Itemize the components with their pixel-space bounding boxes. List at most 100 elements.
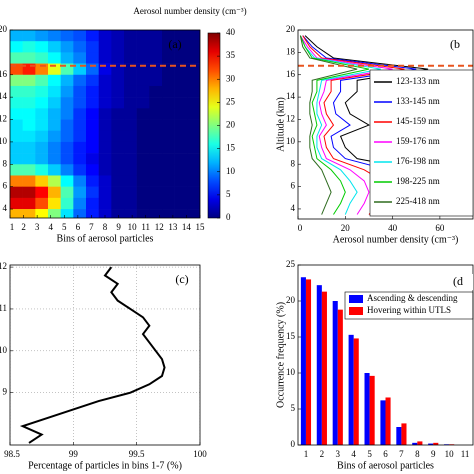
heat-cell xyxy=(10,74,23,87)
x-tick-label: 100 xyxy=(193,449,207,459)
heat-cell xyxy=(187,74,200,87)
heat-cell xyxy=(162,153,175,165)
heat-cell xyxy=(111,108,125,120)
heat-cell xyxy=(60,108,74,120)
heat-cell xyxy=(136,153,150,165)
heat-cell xyxy=(86,85,99,98)
heat-cell xyxy=(98,175,112,187)
bar xyxy=(385,397,391,445)
y-tick-label: 16 xyxy=(0,69,8,79)
bar xyxy=(364,373,370,445)
heat-cell xyxy=(48,209,61,218)
y-tick-label: 5 xyxy=(291,403,296,413)
heat-cell xyxy=(174,186,188,199)
x-tick-label: 4 xyxy=(48,222,53,232)
legend-label: 133-145 nm xyxy=(396,96,440,106)
heat-cell xyxy=(35,141,49,154)
plot-area xyxy=(10,265,200,445)
panel-label: (d xyxy=(453,274,463,288)
heat-cell xyxy=(73,41,87,53)
heat-cell xyxy=(124,186,137,199)
heat-cell xyxy=(174,74,188,87)
heat-cell xyxy=(149,164,163,176)
heat-cell xyxy=(174,164,188,176)
heat-cell xyxy=(86,175,99,187)
heat-cell xyxy=(48,74,61,87)
x-tick-label: 1 xyxy=(304,449,309,459)
x-axis-label: Percentage of particles in bins 1-7 (%) xyxy=(28,460,182,471)
panel: 4 6 8 10 12 14 16 18 20 0 20 40 60 123-133 nm 133-145 … xyxy=(275,24,474,245)
heat-cell xyxy=(162,164,175,176)
chart-title: Aerosol number density (cm⁻³) xyxy=(133,6,246,16)
heat-cell xyxy=(111,197,125,210)
heat-cell xyxy=(35,63,49,76)
legend-label: 123-133 nm xyxy=(396,76,440,86)
x-tick-label: 9 xyxy=(431,449,436,459)
heat-cell xyxy=(111,41,125,53)
heat-cell xyxy=(111,74,125,87)
colorbar-tick-label: 30 xyxy=(226,73,236,83)
x-tick-label: 6 xyxy=(76,222,81,232)
heat-cell xyxy=(22,63,36,76)
legend-box xyxy=(344,291,474,320)
heat-cell xyxy=(73,30,87,42)
panel-label-bg xyxy=(443,274,473,290)
heat-cell xyxy=(73,85,87,98)
heat-cell xyxy=(124,209,137,218)
x-tick-label: 11 xyxy=(461,449,470,459)
heat-cell xyxy=(124,41,137,53)
heat-cell xyxy=(48,52,61,64)
bar xyxy=(412,442,418,445)
heat-cell xyxy=(86,164,99,176)
axes-frame xyxy=(9,264,201,446)
x-tick-label: 14 xyxy=(182,222,192,232)
y-tick-label: 0 xyxy=(291,439,296,449)
heat-cell xyxy=(60,153,74,165)
heat-cell xyxy=(98,130,112,143)
x-tick-label: 99 xyxy=(69,449,79,459)
heat-cell xyxy=(22,141,36,154)
heat-cell xyxy=(73,175,87,187)
y-axis-label: Altitude (km) xyxy=(275,97,286,152)
heat-cell xyxy=(174,97,188,109)
heat-cell xyxy=(187,108,200,120)
heat-cell xyxy=(187,85,200,98)
heat-cell xyxy=(174,63,188,76)
heat-cell xyxy=(98,74,112,87)
heat-cell xyxy=(187,41,200,53)
x-tick-label: 4 xyxy=(351,449,356,459)
heat-cell xyxy=(187,153,200,165)
heat-cell xyxy=(48,197,61,210)
heat-cell xyxy=(35,74,49,87)
y-axis-label: Occurrence frequency (%) xyxy=(275,302,286,408)
x-tick-label: 1 xyxy=(10,222,15,232)
heat-cell xyxy=(73,209,87,218)
heat-cell xyxy=(22,197,36,210)
heat-cell xyxy=(162,30,175,42)
panel: 9 10 11 12 98.5 99 99.5 100 Percentage of partic… xyxy=(0,261,207,471)
heat-cell xyxy=(22,164,36,176)
x-tick-label: 2 xyxy=(21,222,26,232)
heat-cell xyxy=(10,97,23,109)
heat-cell xyxy=(60,85,74,98)
heat-cell xyxy=(111,164,125,176)
colorbar-tick-label: 25 xyxy=(226,96,236,106)
heat-cell xyxy=(10,197,23,210)
heat-cell xyxy=(48,63,61,76)
heat-cell xyxy=(136,130,150,143)
bar xyxy=(348,334,354,445)
heat-cell xyxy=(48,141,61,154)
x-tick-label: 3 xyxy=(35,222,40,232)
heat-cell xyxy=(111,30,125,42)
heat-cell xyxy=(35,97,49,109)
axes-frame xyxy=(297,264,474,446)
heat-cell xyxy=(149,130,163,143)
x-tick-label: 12 xyxy=(155,222,164,232)
heat-cell xyxy=(149,197,163,210)
heat-cell xyxy=(86,52,99,64)
heat-cell xyxy=(187,209,200,218)
heat-cell xyxy=(136,41,150,53)
heat-cell xyxy=(73,197,87,210)
heat-cell xyxy=(174,141,188,154)
